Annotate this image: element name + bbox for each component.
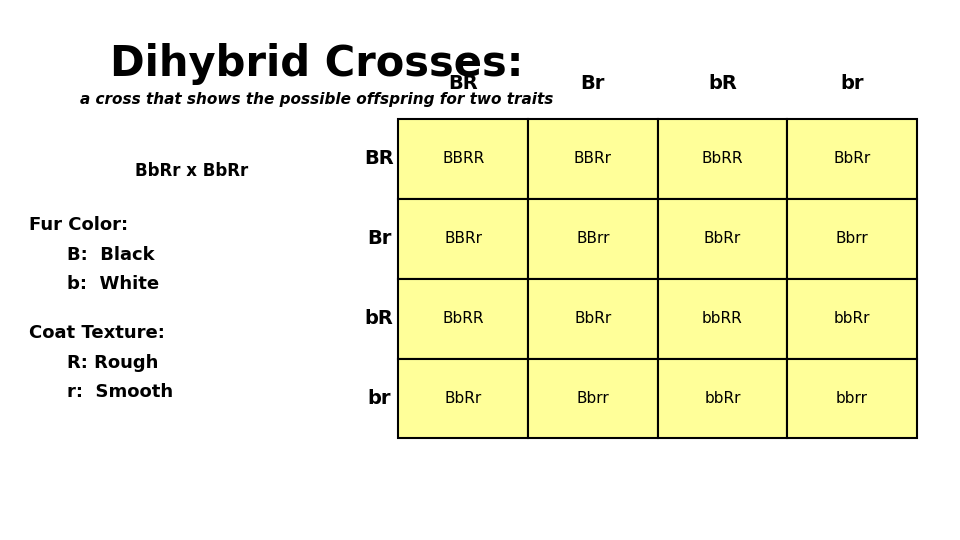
Text: Coat Texture:: Coat Texture: (29, 324, 165, 342)
Bar (398, 199, 528, 279)
Bar (528, 199, 658, 279)
Text: Bbrr: Bbrr (576, 391, 610, 406)
Text: BbRr: BbRr (704, 231, 741, 246)
Text: BBrr: BBrr (576, 231, 610, 246)
Text: BBRr: BBRr (444, 231, 482, 246)
Bar (658, 359, 787, 438)
Text: bR: bR (365, 309, 394, 328)
Bar (787, 199, 917, 279)
Text: bR: bR (708, 74, 737, 93)
Text: r:  Smooth: r: Smooth (67, 383, 174, 401)
Text: BbRR: BbRR (702, 151, 743, 166)
Text: a cross that shows the possible offspring for two traits: a cross that shows the possible offsprin… (80, 92, 554, 107)
Bar (398, 279, 528, 359)
Bar (787, 279, 917, 359)
Bar (528, 279, 658, 359)
Text: BBRr: BBRr (574, 151, 612, 166)
Bar (658, 279, 787, 359)
Text: br: br (840, 74, 864, 93)
Text: bbRr: bbRr (833, 311, 871, 326)
Text: bbRr: bbRr (704, 391, 741, 406)
Text: Br: Br (581, 74, 605, 93)
Text: BbRR: BbRR (443, 311, 484, 326)
Text: BbRr x BbRr: BbRr x BbRr (135, 162, 249, 180)
Text: B:  Black: B: Black (67, 246, 155, 264)
Bar (528, 359, 658, 438)
Text: R: Rough: R: Rough (67, 354, 158, 372)
Text: b:  White: b: White (67, 275, 159, 293)
Text: BbRr: BbRr (574, 311, 612, 326)
Bar (787, 359, 917, 438)
Bar (787, 119, 917, 199)
Text: br: br (368, 389, 391, 408)
Text: Bbrr: Bbrr (835, 231, 869, 246)
Bar (398, 359, 528, 438)
Bar (658, 199, 787, 279)
Text: Fur Color:: Fur Color: (29, 216, 128, 234)
Bar (528, 119, 658, 199)
Text: Dihybrid Crosses:: Dihybrid Crosses: (110, 43, 523, 85)
Bar (658, 119, 787, 199)
Text: BbRr: BbRr (833, 151, 871, 166)
Text: Br: Br (367, 229, 392, 248)
Bar (398, 119, 528, 199)
Text: BR: BR (448, 74, 478, 93)
Text: BbRr: BbRr (444, 391, 482, 406)
Text: bbrr: bbrr (836, 391, 868, 406)
Text: bbRR: bbRR (702, 311, 743, 326)
Text: BBRR: BBRR (442, 151, 485, 166)
Text: BR: BR (365, 149, 394, 168)
